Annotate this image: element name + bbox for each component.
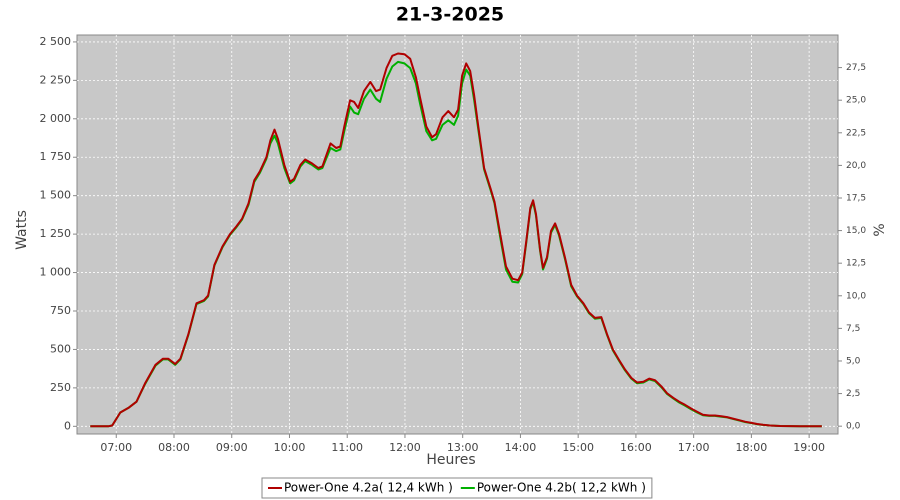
y2-tick-label: 0,0 xyxy=(846,422,861,432)
x-tick-label: 16:00 xyxy=(620,441,652,454)
y-tick-label: 2 000 xyxy=(40,112,72,125)
y-tick-label: 1 250 xyxy=(40,227,72,240)
y2-tick-label: 25,0 xyxy=(846,96,866,106)
y-tick-label: 1 500 xyxy=(40,189,72,202)
y2-tick-label: 10,0 xyxy=(846,291,866,301)
x-tick-label: 19:00 xyxy=(793,441,825,454)
y2-axis-label: % xyxy=(872,223,888,236)
y2-tick-label: 7,5 xyxy=(846,324,860,334)
x-tick-label: 18:00 xyxy=(736,441,768,454)
y-tick-label: 1 000 xyxy=(40,266,72,279)
legend-box xyxy=(261,477,653,499)
x-tick-label: 08:00 xyxy=(158,441,190,454)
y2-tick-label: 27,5 xyxy=(846,63,866,73)
y2-tick-label: 17,5 xyxy=(846,193,866,203)
y-tick-label: 1 750 xyxy=(40,150,72,163)
y2-tick-label: 15,0 xyxy=(846,226,866,236)
y-tick-label: 250 xyxy=(50,381,71,394)
y-axis-label: Watts xyxy=(14,210,30,250)
y-tick-label: 2 250 xyxy=(40,73,72,86)
x-tick-label: 15:00 xyxy=(562,441,594,454)
chart-title: 21-3-2025 xyxy=(396,4,504,26)
x-tick-label: 12:00 xyxy=(389,441,421,454)
x-tick-label: 09:00 xyxy=(216,441,248,454)
x-axis-label: Heures xyxy=(426,452,475,468)
x-tick-label: 07:00 xyxy=(100,441,132,454)
x-tick-label: 14:00 xyxy=(505,441,537,454)
y2-tick-label: 12,5 xyxy=(846,259,866,269)
x-tick-label: 10:00 xyxy=(274,441,306,454)
y2-tick-label: 22,5 xyxy=(846,128,866,138)
y-tick-label: 500 xyxy=(50,342,71,355)
x-tick-label: 13:00 xyxy=(447,441,479,454)
y-tick-label: 2 500 xyxy=(40,35,72,48)
legend-label: Power-One 4.2a( 12,4 kWh ) xyxy=(284,481,453,495)
y-tick-label: 0 xyxy=(64,419,71,432)
x-tick-label: 17:00 xyxy=(678,441,710,454)
legend-label: Power-One 4.2b( 12,2 kWh ) xyxy=(477,481,646,495)
y2-tick-label: 2,5 xyxy=(846,389,860,399)
y-tick-label: 750 xyxy=(50,304,71,317)
y2-tick-label: 20,0 xyxy=(846,161,866,171)
series-line xyxy=(90,52,822,428)
legend: Power-One 4.2a( 12,4 kWh ) Power-One 4.2b… xyxy=(261,477,653,499)
y2-tick-label: 5,0 xyxy=(846,356,861,366)
x-tick-label: 11:00 xyxy=(331,441,363,454)
